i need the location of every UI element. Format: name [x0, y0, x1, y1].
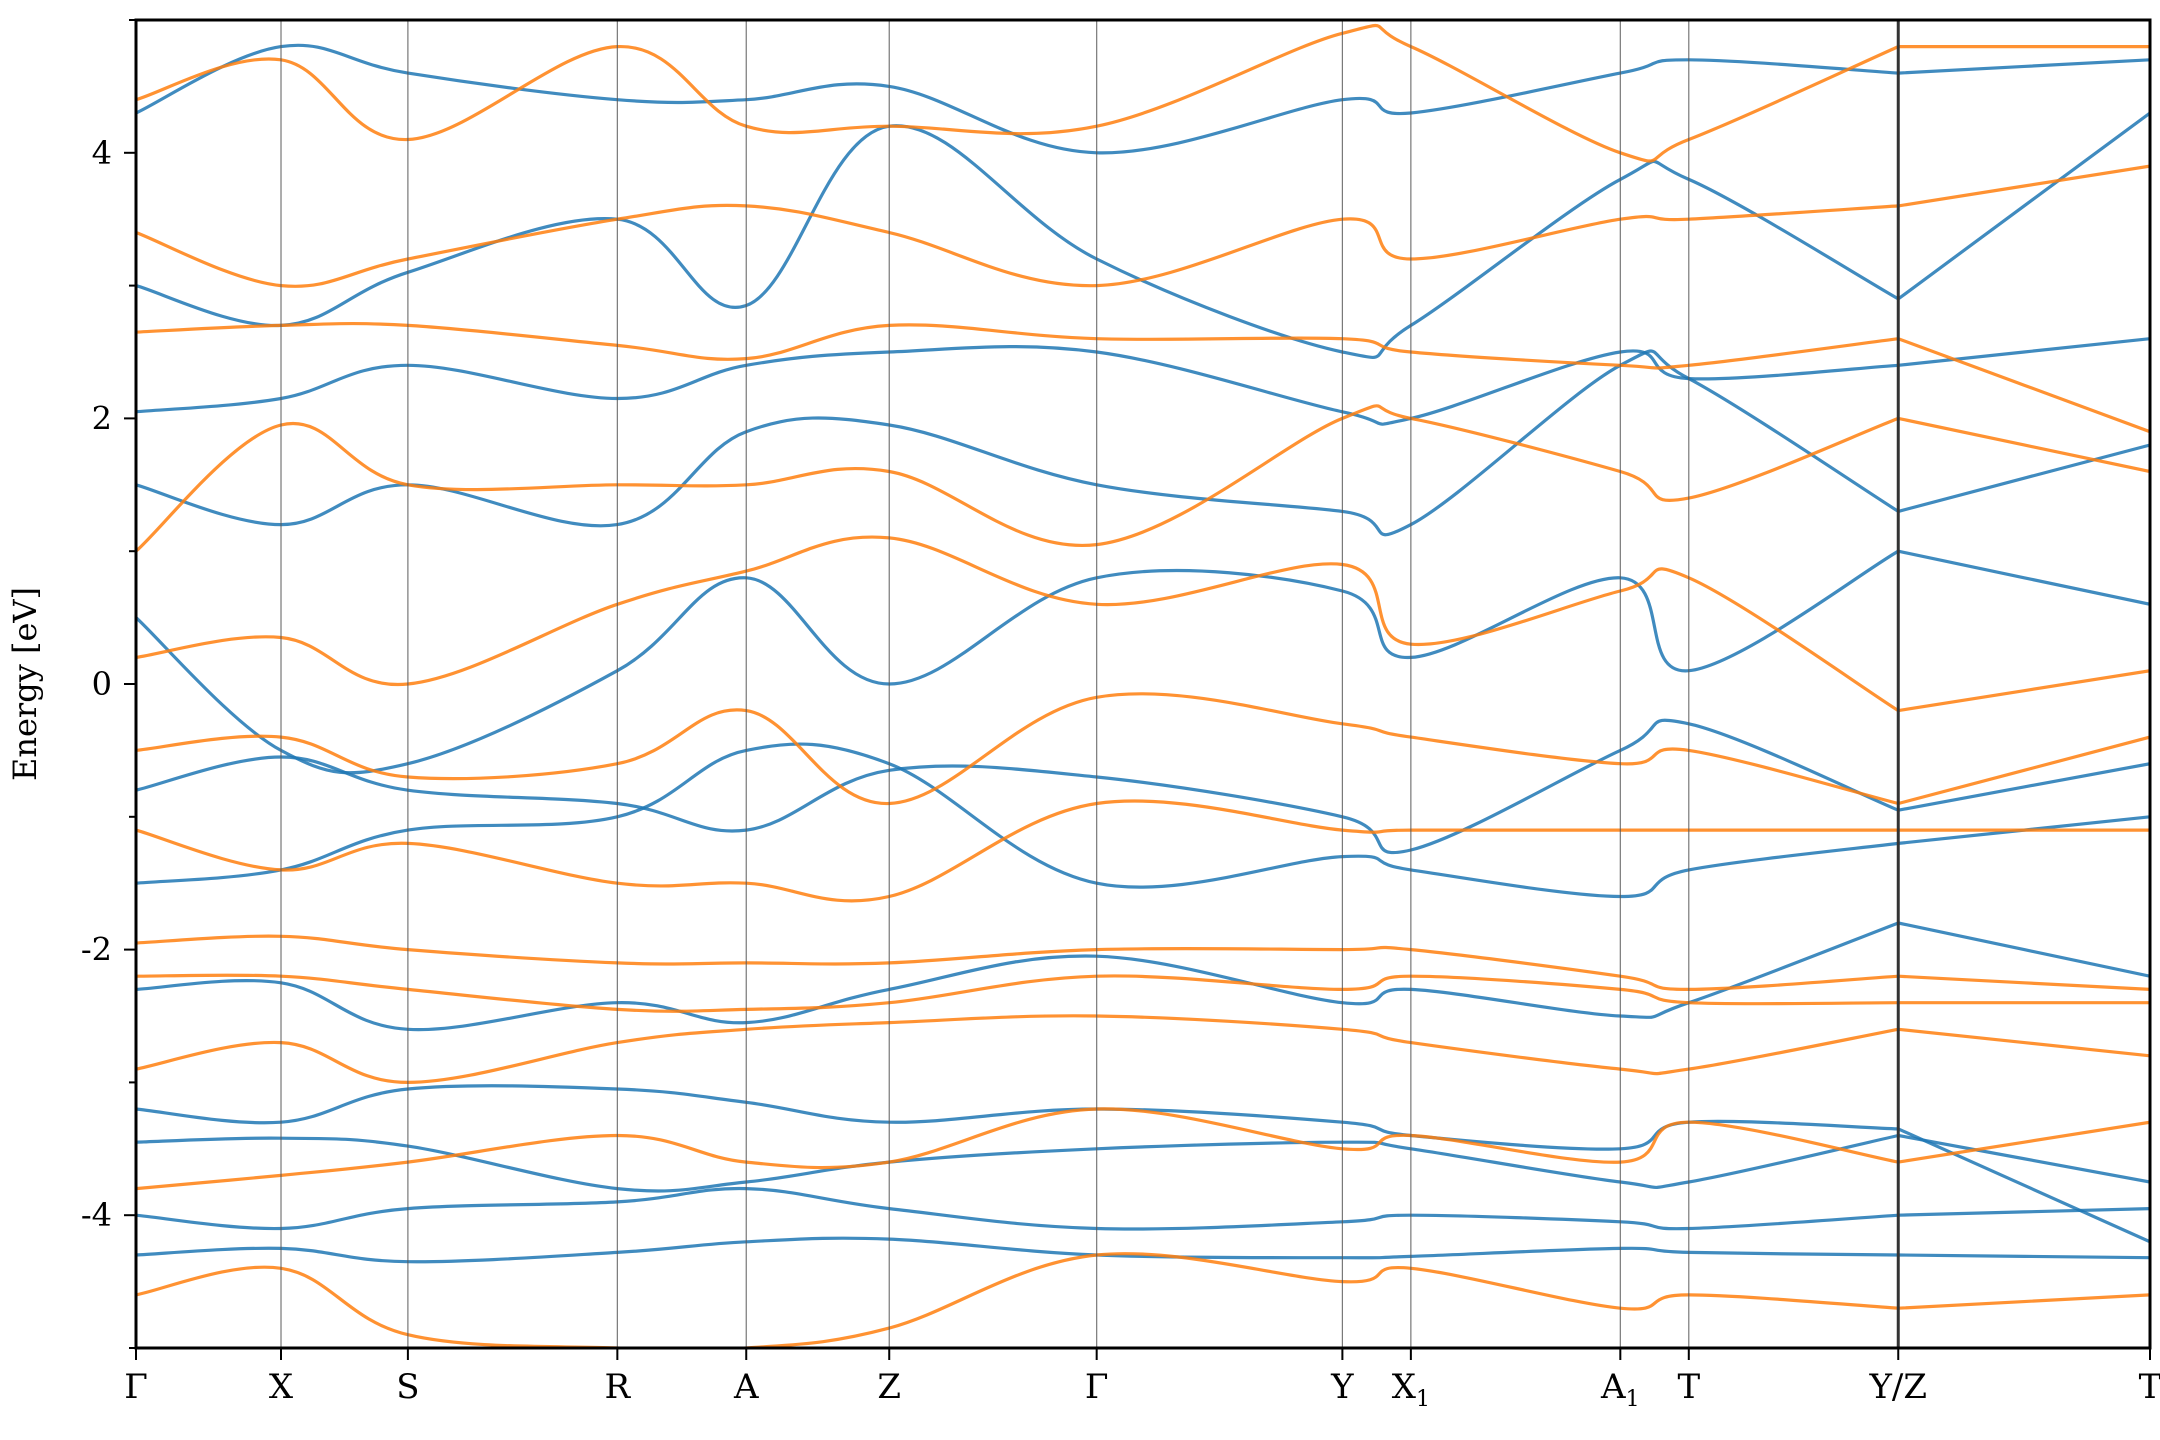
band-line-series-1-band-4-seg-1	[1898, 974, 2150, 991]
y-axis-label: Energy [eV]	[6, 587, 44, 781]
y-tick-label: 2	[92, 399, 112, 437]
band-line-series-0-band-10-seg-1	[1897, 111, 2150, 301]
x-tick-label: X	[269, 1367, 294, 1407]
band-line-series-0-band-6-seg-1	[1898, 762, 2150, 812]
x-tick-label: A1	[1600, 1367, 1640, 1412]
band-line-series-0-band-8-seg-1	[1897, 443, 2150, 513]
x-tick-label: X1	[1392, 1367, 1430, 1412]
bands-layer	[136, 23, 2150, 1348]
band-line-series-0-band-11-seg-1	[1898, 58, 2150, 75]
x-tick-label: Γ	[1085, 1367, 1109, 1407]
band-line-series-1-band-10-seg-1	[1898, 164, 2150, 208]
x-tick-label: Y	[1330, 1367, 1354, 1407]
band-line-series-0-band-11-seg-0	[136, 43, 1899, 155]
band-line-series-0-band-9-seg-1	[1898, 337, 2150, 367]
x-tick-label: Y/Z	[1868, 1367, 1927, 1407]
y-tick-label: -4	[81, 1196, 112, 1234]
x-axis-ticks: Γ X S R A Z Γ Y X1 A1 T Y/Z T	[124, 1348, 2160, 1412]
band-line-series-1-band-0-seg-0	[136, 1252, 1899, 1348]
band-line-series-0-band-4-seg-1	[1897, 921, 2150, 978]
band-line-series-0-band-7-seg-1	[1897, 549, 2150, 606]
band-line-series-1-band-6-seg-0	[136, 692, 1899, 806]
y-tick-label: 0	[92, 665, 112, 703]
x-tick-label: A	[733, 1367, 759, 1407]
band-line-series-1-band-1-seg-1	[1898, 1120, 2150, 1164]
band-line-series-1-band-2-seg-1	[1898, 1027, 2150, 1058]
y-axis-ticks: -4 -2 0 2 4	[81, 19, 136, 1349]
band-line-series-0-band-8-seg-0	[136, 349, 1900, 537]
high-symmetry-lines	[280, 20, 1900, 1348]
band-line-series-1-band-0-seg-1	[1898, 1293, 2150, 1310]
x-tick-label: T	[1677, 1367, 1700, 1407]
band-line-series-1-band-6-seg-1	[1897, 735, 2150, 806]
x-tick-label: Γ	[124, 1367, 148, 1407]
band-line-series-1-band-11-seg-0	[136, 23, 1899, 163]
band-line-series-0-band-1-seg-1	[1898, 1207, 2150, 1217]
band-line-series-0-band-0-seg-1	[1898, 1253, 2150, 1260]
band-line-series-1-band-8-seg-1	[1897, 416, 2150, 474]
band-line-series-1-band-2-seg-0	[136, 1014, 1899, 1084]
band-line-series-0-band-4-seg-0	[136, 921, 1899, 1032]
band-line-series-1-band-9-seg-1	[1897, 337, 2150, 434]
band-line-series-0-band-0-seg-0	[136, 1236, 1899, 1264]
band-line-series-0-band-3-seg-0	[136, 1084, 1899, 1151]
band-line-series-0-band-10-seg-0	[136, 124, 1900, 360]
band-line-series-1-band-7-seg-0	[136, 535, 1900, 712]
band-line-series-1-band-5-seg-0	[136, 799, 1899, 903]
y-tick-label: 4	[92, 134, 112, 172]
band-line-series-1-band-8-seg-0	[136, 404, 1899, 553]
y-tick-label: -2	[81, 931, 112, 969]
band-line-series-0-band-1-seg-0	[136, 1186, 1899, 1231]
band-line-series-0-band-3-seg-1	[1897, 1127, 2150, 1244]
x-tick-label: Z	[877, 1367, 901, 1407]
band-line-series-1-band-7-seg-1	[1898, 669, 2150, 713]
x-tick-label: R	[605, 1367, 632, 1407]
x-tick-label: S	[396, 1367, 419, 1407]
band-line-series-1-band-3-seg-0	[136, 973, 1899, 1013]
x-tick-label: T	[2139, 1367, 2160, 1407]
